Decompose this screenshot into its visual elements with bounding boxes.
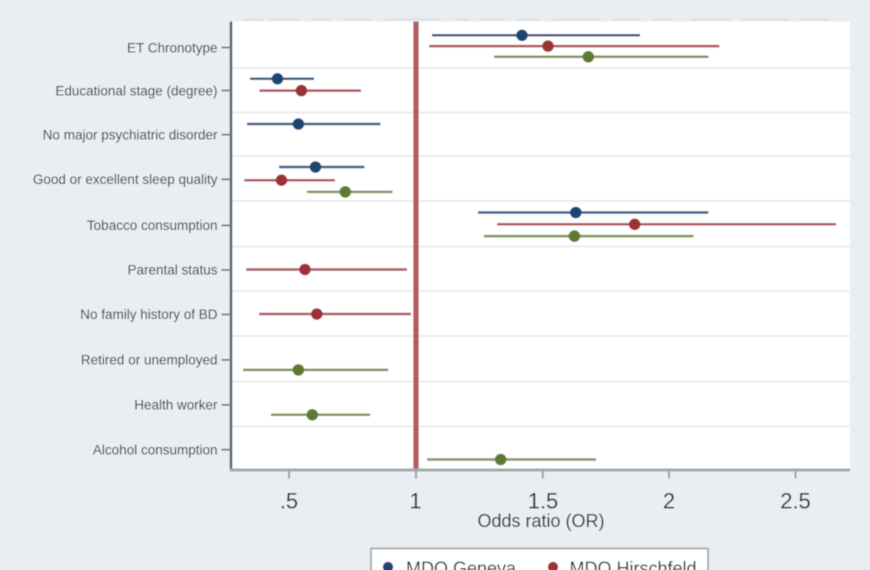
svg-text:Odds ratio (OR): Odds ratio (OR) [477,511,604,531]
svg-text:1: 1 [409,489,421,514]
svg-text:No family history of BD: No family history of BD [80,307,218,322]
svg-text:Parental status: Parental status [127,263,217,278]
svg-text:Educational stage (degree): Educational stage (degree) [55,83,217,98]
svg-text:MDQ Hirschfeld: MDQ Hirschfeld [570,559,697,570]
svg-text:Good or excellent sleep qualit: Good or excellent sleep quality [33,172,218,187]
svg-text:1.5: 1.5 [528,489,559,514]
svg-text:2.5: 2.5 [780,489,811,514]
svg-text:Retired or unemployed: Retired or unemployed [81,353,218,368]
svg-text:No major psychiatric disorder: No major psychiatric disorder [43,128,218,143]
svg-text:.5: .5 [280,489,298,514]
svg-text:ET Chronotype: ET Chronotype [127,40,218,55]
svg-text:Alcohol consumption: Alcohol consumption [93,443,218,458]
svg-text:2: 2 [663,489,675,514]
svg-text:Health worker: Health worker [134,398,218,413]
svg-text:Tobacco consumption: Tobacco consumption [87,218,218,233]
svg-text:MDQ Geneva: MDQ Geneva [406,559,517,570]
